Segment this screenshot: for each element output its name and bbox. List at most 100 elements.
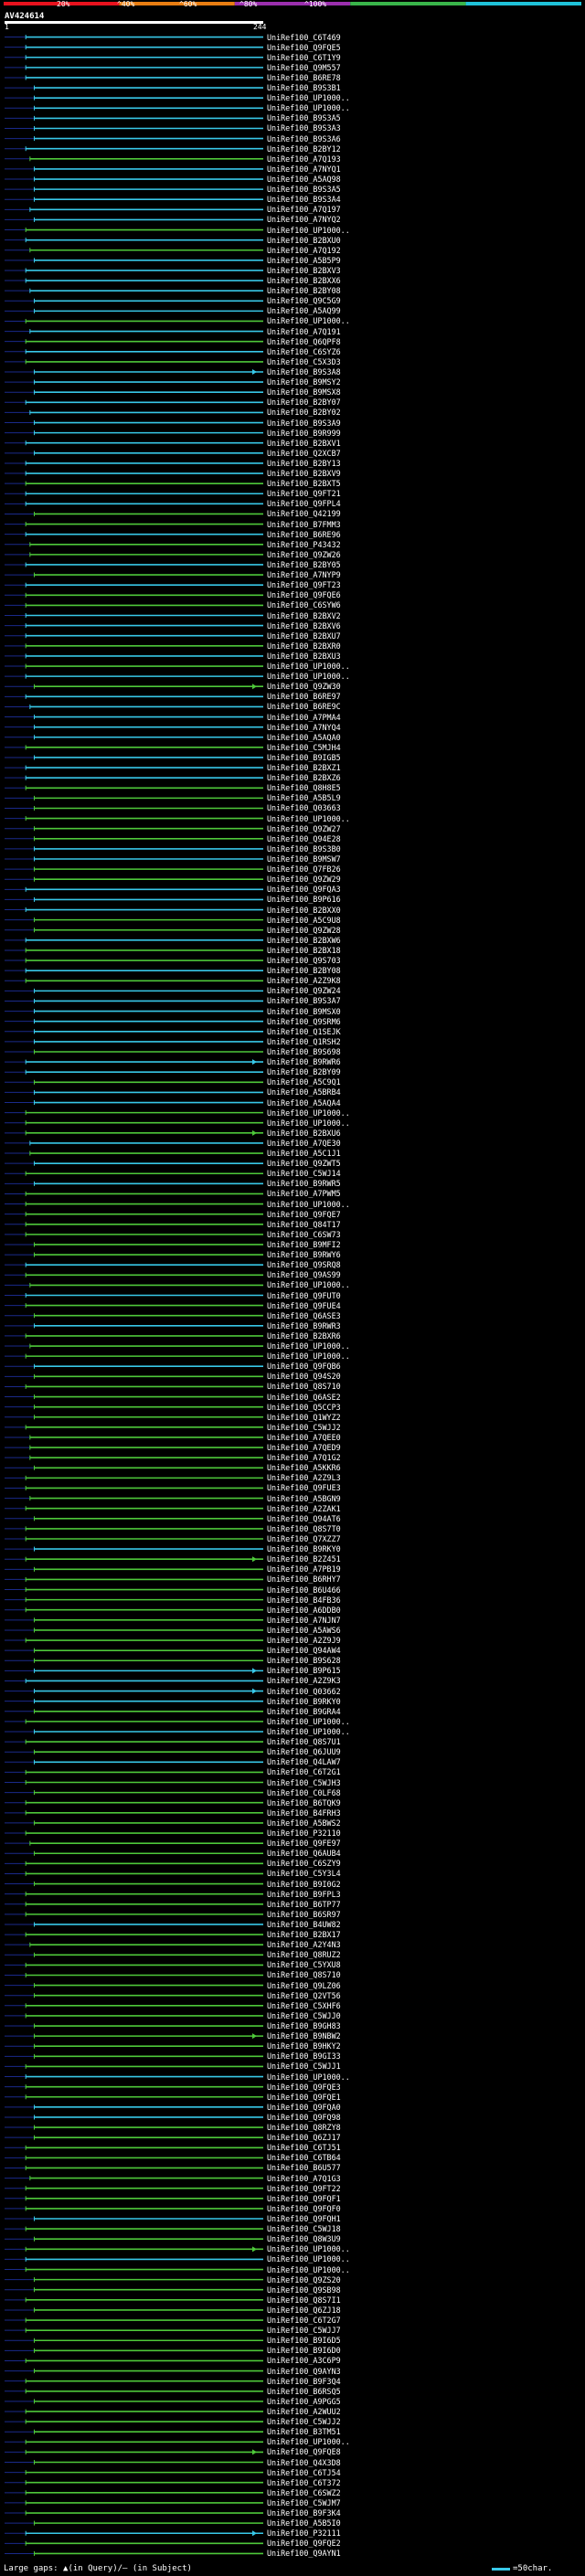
- hit-label[interactable]: UniRef100_A2Y4N3: [267, 1940, 341, 1950]
- hit-label[interactable]: UniRef100_UP1000..: [267, 93, 350, 103]
- hit-label[interactable]: UniRef100_Q9AYN1: [267, 2549, 341, 2559]
- hit-label[interactable]: UniRef100_B6U577: [267, 2163, 341, 2173]
- hit-label[interactable]: UniRef100_Q9FPL4: [267, 499, 341, 509]
- hit-label[interactable]: UniRef100_B4FRH3: [267, 1807, 341, 1818]
- hit-label[interactable]: UniRef100_Q6ASE2: [267, 1392, 341, 1402]
- hit-label[interactable]: UniRef100_UP1000..: [267, 2244, 350, 2254]
- hit-label[interactable]: UniRef100_Q9FQF1: [267, 2193, 341, 2203]
- hit-label[interactable]: UniRef100_B9RWR6: [267, 1057, 341, 1067]
- hit-label[interactable]: UniRef100_A6DDB0: [267, 1605, 341, 1615]
- hit-label[interactable]: UniRef100_Q9FUT0: [267, 1290, 341, 1300]
- hit-label[interactable]: UniRef100_Q6AUB4: [267, 1849, 341, 1859]
- hit-label[interactable]: UniRef100_UP1000..: [267, 2264, 350, 2274]
- hit-label[interactable]: UniRef100_Q9SRM6: [267, 1016, 341, 1026]
- hit-label[interactable]: UniRef100_B9RWY6: [267, 1250, 341, 1260]
- hit-label[interactable]: UniRef100_A5AQ99: [267, 306, 341, 316]
- hit-label[interactable]: UniRef100_C6T372: [267, 2477, 341, 2487]
- hit-label[interactable]: UniRef100_C6TJ51: [267, 2143, 341, 2153]
- hit-label[interactable]: UniRef100_C6T469: [267, 32, 341, 42]
- hit-label[interactable]: UniRef100_Q9FQE7: [267, 1209, 341, 1219]
- hit-label[interactable]: UniRef100_Q6ASE3: [267, 1310, 341, 1320]
- hit-label[interactable]: UniRef100_A9PGG5: [267, 2396, 341, 2406]
- hit-label[interactable]: UniRef100_C5WJ14: [267, 1169, 341, 1179]
- hit-label[interactable]: UniRef100_B2BX18: [267, 945, 341, 955]
- hit-label[interactable]: UniRef100_B2BXX6: [267, 276, 341, 286]
- hit-label[interactable]: UniRef100_B2Z451: [267, 1554, 341, 1564]
- hit-label[interactable]: UniRef100_Q9FQE8: [267, 2447, 341, 2457]
- hit-label[interactable]: UniRef100_B9MSY2: [267, 377, 341, 387]
- hit-label[interactable]: UniRef100_B9GI33: [267, 2051, 341, 2062]
- hit-label[interactable]: UniRef100_Q9FUE4: [267, 1300, 341, 1310]
- hit-label[interactable]: UniRef100_B4UW82: [267, 1919, 341, 1929]
- hit-label[interactable]: UniRef100_Q94AW4: [267, 1646, 341, 1656]
- hit-label[interactable]: UniRef100_Q9FE97: [267, 1839, 341, 1849]
- hit-label[interactable]: UniRef100_Q4LAW7: [267, 1757, 341, 1767]
- hit-label[interactable]: UniRef100_B9FPL3: [267, 1889, 341, 1899]
- hit-label[interactable]: UniRef100_A7Q1G3: [267, 2173, 341, 2183]
- hit-label[interactable]: UniRef100_Q9FQH1: [267, 2214, 341, 2223]
- hit-label[interactable]: UniRef100_C5WJJ2: [267, 2417, 341, 2427]
- hit-label[interactable]: UniRef100_B9GRA4: [267, 1706, 341, 1716]
- hit-label[interactable]: UniRef100_B9S3B0: [267, 843, 341, 853]
- hit-label[interactable]: UniRef100_B9P616: [267, 895, 341, 905]
- hit-label[interactable]: UniRef100_B9NBW2: [267, 2031, 341, 2041]
- hit-label[interactable]: UniRef100_C5WJJ0: [267, 2010, 341, 2020]
- hit-label[interactable]: UniRef100_B6RSQ5: [267, 2386, 341, 2396]
- hit-label[interactable]: UniRef100_A5B5L9: [267, 793, 341, 803]
- hit-label[interactable]: UniRef100_Q9FQE6: [267, 590, 341, 600]
- hit-label[interactable]: UniRef100_A5AQ98: [267, 175, 341, 184]
- hit-label[interactable]: UniRef100_Q03662: [267, 1686, 341, 1696]
- hit-label[interactable]: UniRef100_Q6ZJ17: [267, 2133, 341, 2143]
- hit-label[interactable]: UniRef100_Q8H8E5: [267, 783, 341, 793]
- hit-label[interactable]: UniRef100_A7Q197: [267, 205, 341, 215]
- hit-label[interactable]: UniRef100_C5X3D3: [267, 356, 341, 366]
- hit-label[interactable]: UniRef100_Q9ZW30: [267, 682, 341, 692]
- hit-label[interactable]: UniRef100_B9S628: [267, 1656, 341, 1666]
- hit-label[interactable]: UniRef100_Q8S7U1: [267, 1737, 341, 1747]
- hit-label[interactable]: UniRef100_B2BY13: [267, 458, 341, 468]
- hit-label[interactable]: UniRef100_C5WJ18: [267, 2224, 341, 2234]
- hit-label[interactable]: UniRef100_B4FB36: [267, 1595, 341, 1605]
- hit-label[interactable]: UniRef100_A7NYQ1: [267, 164, 341, 174]
- hit-label[interactable]: UniRef100_C6TJ54: [267, 2467, 341, 2477]
- hit-label[interactable]: UniRef100_B2BXV3: [267, 265, 341, 275]
- hit-label[interactable]: UniRef100_B6TQK9: [267, 1797, 341, 1807]
- hit-label[interactable]: UniRef100_B6RHY7: [267, 1574, 341, 1585]
- hit-label[interactable]: UniRef100_B9S3B1: [267, 83, 341, 93]
- hit-label[interactable]: UniRef100_B2BXU0: [267, 235, 341, 245]
- hit-label[interactable]: UniRef100_A5AWS6: [267, 1625, 341, 1635]
- hit-label[interactable]: UniRef100_Q1RSH2: [267, 1036, 341, 1046]
- hit-label[interactable]: UniRef100_B9RKY0: [267, 1544, 341, 1554]
- hit-label[interactable]: UniRef100_B9S3A4: [267, 195, 341, 205]
- hit-label[interactable]: UniRef100_UP1000..: [267, 103, 350, 113]
- hit-label[interactable]: UniRef100_Q9AYN3: [267, 2366, 341, 2376]
- hit-label[interactable]: UniRef100_P43432: [267, 539, 341, 549]
- hit-label[interactable]: UniRef100_Q9ZW26: [267, 549, 341, 559]
- hit-label[interactable]: UniRef100_Q1WYZ2: [267, 1412, 341, 1422]
- hit-label[interactable]: UniRef100_B2BXU7: [267, 631, 341, 641]
- hit-label[interactable]: UniRef100_B6RE96: [267, 529, 341, 539]
- hit-label[interactable]: UniRef100_A5KKR6: [267, 1463, 341, 1473]
- hit-label[interactable]: UniRef100_B2BXT5: [267, 479, 341, 489]
- hit-label[interactable]: UniRef100_C6SYW6: [267, 600, 341, 610]
- hit-label[interactable]: UniRef100_Q9SRQ8: [267, 1260, 341, 1270]
- hit-label[interactable]: UniRef100_C5WJH3: [267, 1777, 341, 1787]
- hit-label[interactable]: UniRef100_Q9ZW29: [267, 875, 341, 885]
- hit-label[interactable]: UniRef100_B9S3A3: [267, 123, 341, 133]
- hit-label[interactable]: UniRef100_Q9FUE3: [267, 1483, 341, 1493]
- hit-label[interactable]: UniRef100_UP1000..: [267, 1280, 350, 1290]
- hit-label[interactable]: UniRef100_C6TB64: [267, 2153, 341, 2163]
- hit-label[interactable]: UniRef100_A2Z9K3: [267, 1676, 341, 1686]
- hit-label[interactable]: UniRef100_B9HKY2: [267, 2041, 341, 2051]
- hit-label[interactable]: UniRef100_B9F3Q4: [267, 2376, 341, 2386]
- hit-label[interactable]: UniRef100_Q7FB26: [267, 864, 341, 875]
- hit-label[interactable]: UniRef100_UP1000..: [267, 2072, 350, 2082]
- hit-label[interactable]: UniRef100_B9RWR3: [267, 1320, 341, 1330]
- hit-label[interactable]: UniRef100_B7FMM3: [267, 519, 341, 529]
- hit-label[interactable]: UniRef100_Q8RUZ2: [267, 1950, 341, 1960]
- hit-label[interactable]: UniRef100_B2BXU6: [267, 1128, 341, 1138]
- hit-label[interactable]: UniRef100_Q6ZJ18: [267, 2305, 341, 2315]
- hit-label[interactable]: UniRef100_Q7XZZ7: [267, 1534, 341, 1543]
- hit-label[interactable]: UniRef100_Q9FQB6: [267, 1362, 341, 1372]
- hit-label[interactable]: UniRef100_B2BY08: [267, 966, 341, 976]
